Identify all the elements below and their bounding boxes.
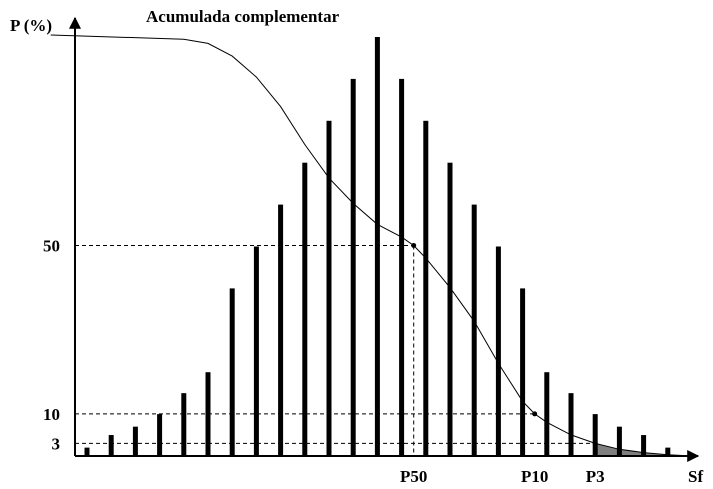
bar <box>278 204 284 456</box>
bar <box>326 120 332 457</box>
x-marker-label: P50 <box>400 467 427 486</box>
bar <box>374 37 380 456</box>
bar <box>84 447 90 456</box>
x-marker-labels: P50 P10 P3 <box>400 467 605 486</box>
bar <box>253 246 259 456</box>
bar <box>544 372 550 456</box>
bar <box>665 447 671 456</box>
x-marker-label: P10 <box>521 467 548 486</box>
bar <box>471 204 477 456</box>
y-tick-labels: 3 10 50 <box>43 237 60 454</box>
curve-line <box>50 34 693 457</box>
bar <box>181 393 187 456</box>
y-tick-label: 3 <box>52 434 61 453</box>
bar <box>616 426 622 456</box>
y-axis-label: P (%) <box>10 16 52 35</box>
x-axis-label: Sf <box>688 467 703 486</box>
bar <box>592 414 598 456</box>
bar <box>641 435 647 456</box>
bar <box>520 288 526 456</box>
bar <box>423 120 429 457</box>
bars <box>84 37 671 457</box>
guide-lines <box>75 243 598 456</box>
bar <box>447 162 453 456</box>
bar <box>229 288 235 456</box>
chart-title: Acumulada complementar <box>146 7 340 26</box>
bar <box>108 435 114 456</box>
bar <box>568 393 574 456</box>
bar <box>350 78 356 457</box>
cumulative-curve <box>50 34 693 457</box>
bar <box>495 246 501 456</box>
x-marker-label: P3 <box>586 467 605 486</box>
bar <box>157 414 163 456</box>
bar <box>132 426 138 456</box>
bar <box>302 162 308 456</box>
y-tick-label: 10 <box>43 405 60 424</box>
y-tick-label: 50 <box>43 237 60 256</box>
bar <box>399 78 405 457</box>
